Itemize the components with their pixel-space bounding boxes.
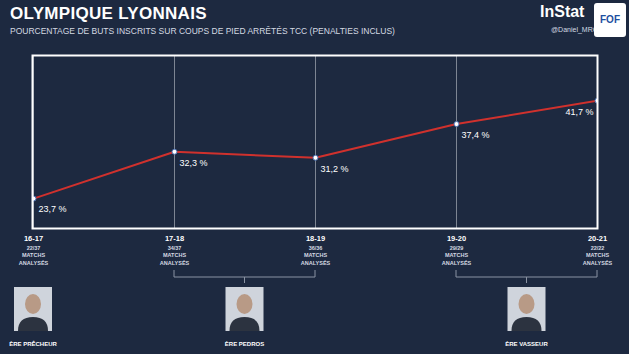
svg-text:19-20: 19-20 [447,234,466,243]
html-text:OLYMPIQUE LYONNAIS: OLYMPIQUE LYONNAIS [10,4,207,23]
svg-text:20-21: 20-21 [588,234,607,243]
svg-text:16-17: 16-17 [24,234,43,243]
svg-text:29/29MATCHSANALYSÉS: 29/29MATCHSANALYSÉS [442,245,472,266]
svg-text:22/37MATCHSANALYSÉS: 22/37MATCHSANALYSÉS [19,245,49,266]
svg-text:36/36MATCHSANALYSÉS: 36/36MATCHSANALYSÉS [301,245,331,266]
svg-text:ÈRE PRÊCHEUR: ÈRE PRÊCHEUR [9,340,57,347]
svg-text:34/37MATCHSANALYSÉS: 34/37MATCHSANALYSÉS [160,245,190,266]
html-text:POURCENTAGE DE BUTS INSCRITS S: POURCENTAGE DE BUTS INSCRITS SUR COUPS D… [10,26,395,36]
svg-text:41,7 %: 41,7 % [565,107,593,117]
html-text:FOF: FOF [600,14,620,25]
svg-text:ÈRE PEDROS: ÈRE PEDROS [225,340,264,347]
svg-text:22/22MATCHSANALYSÉS: 22/22MATCHSANALYSÉS [583,245,613,266]
html-text:InStat: InStat [540,3,585,20]
svg-text:23,7 %: 23,7 % [39,204,67,214]
svg-text:17-18: 17-18 [165,234,184,243]
svg-text:ÈRE VASSEUR: ÈRE VASSEUR [505,340,548,347]
html-text:@Daniel_MRQ: @Daniel_MRQ [551,26,599,33]
svg-text:31,2 %: 31,2 % [321,164,349,174]
svg-text:32,3 %: 32,3 % [180,158,208,168]
svg-text:37,4 %: 37,4 % [462,130,490,140]
svg-text:18-19: 18-19 [306,234,325,243]
